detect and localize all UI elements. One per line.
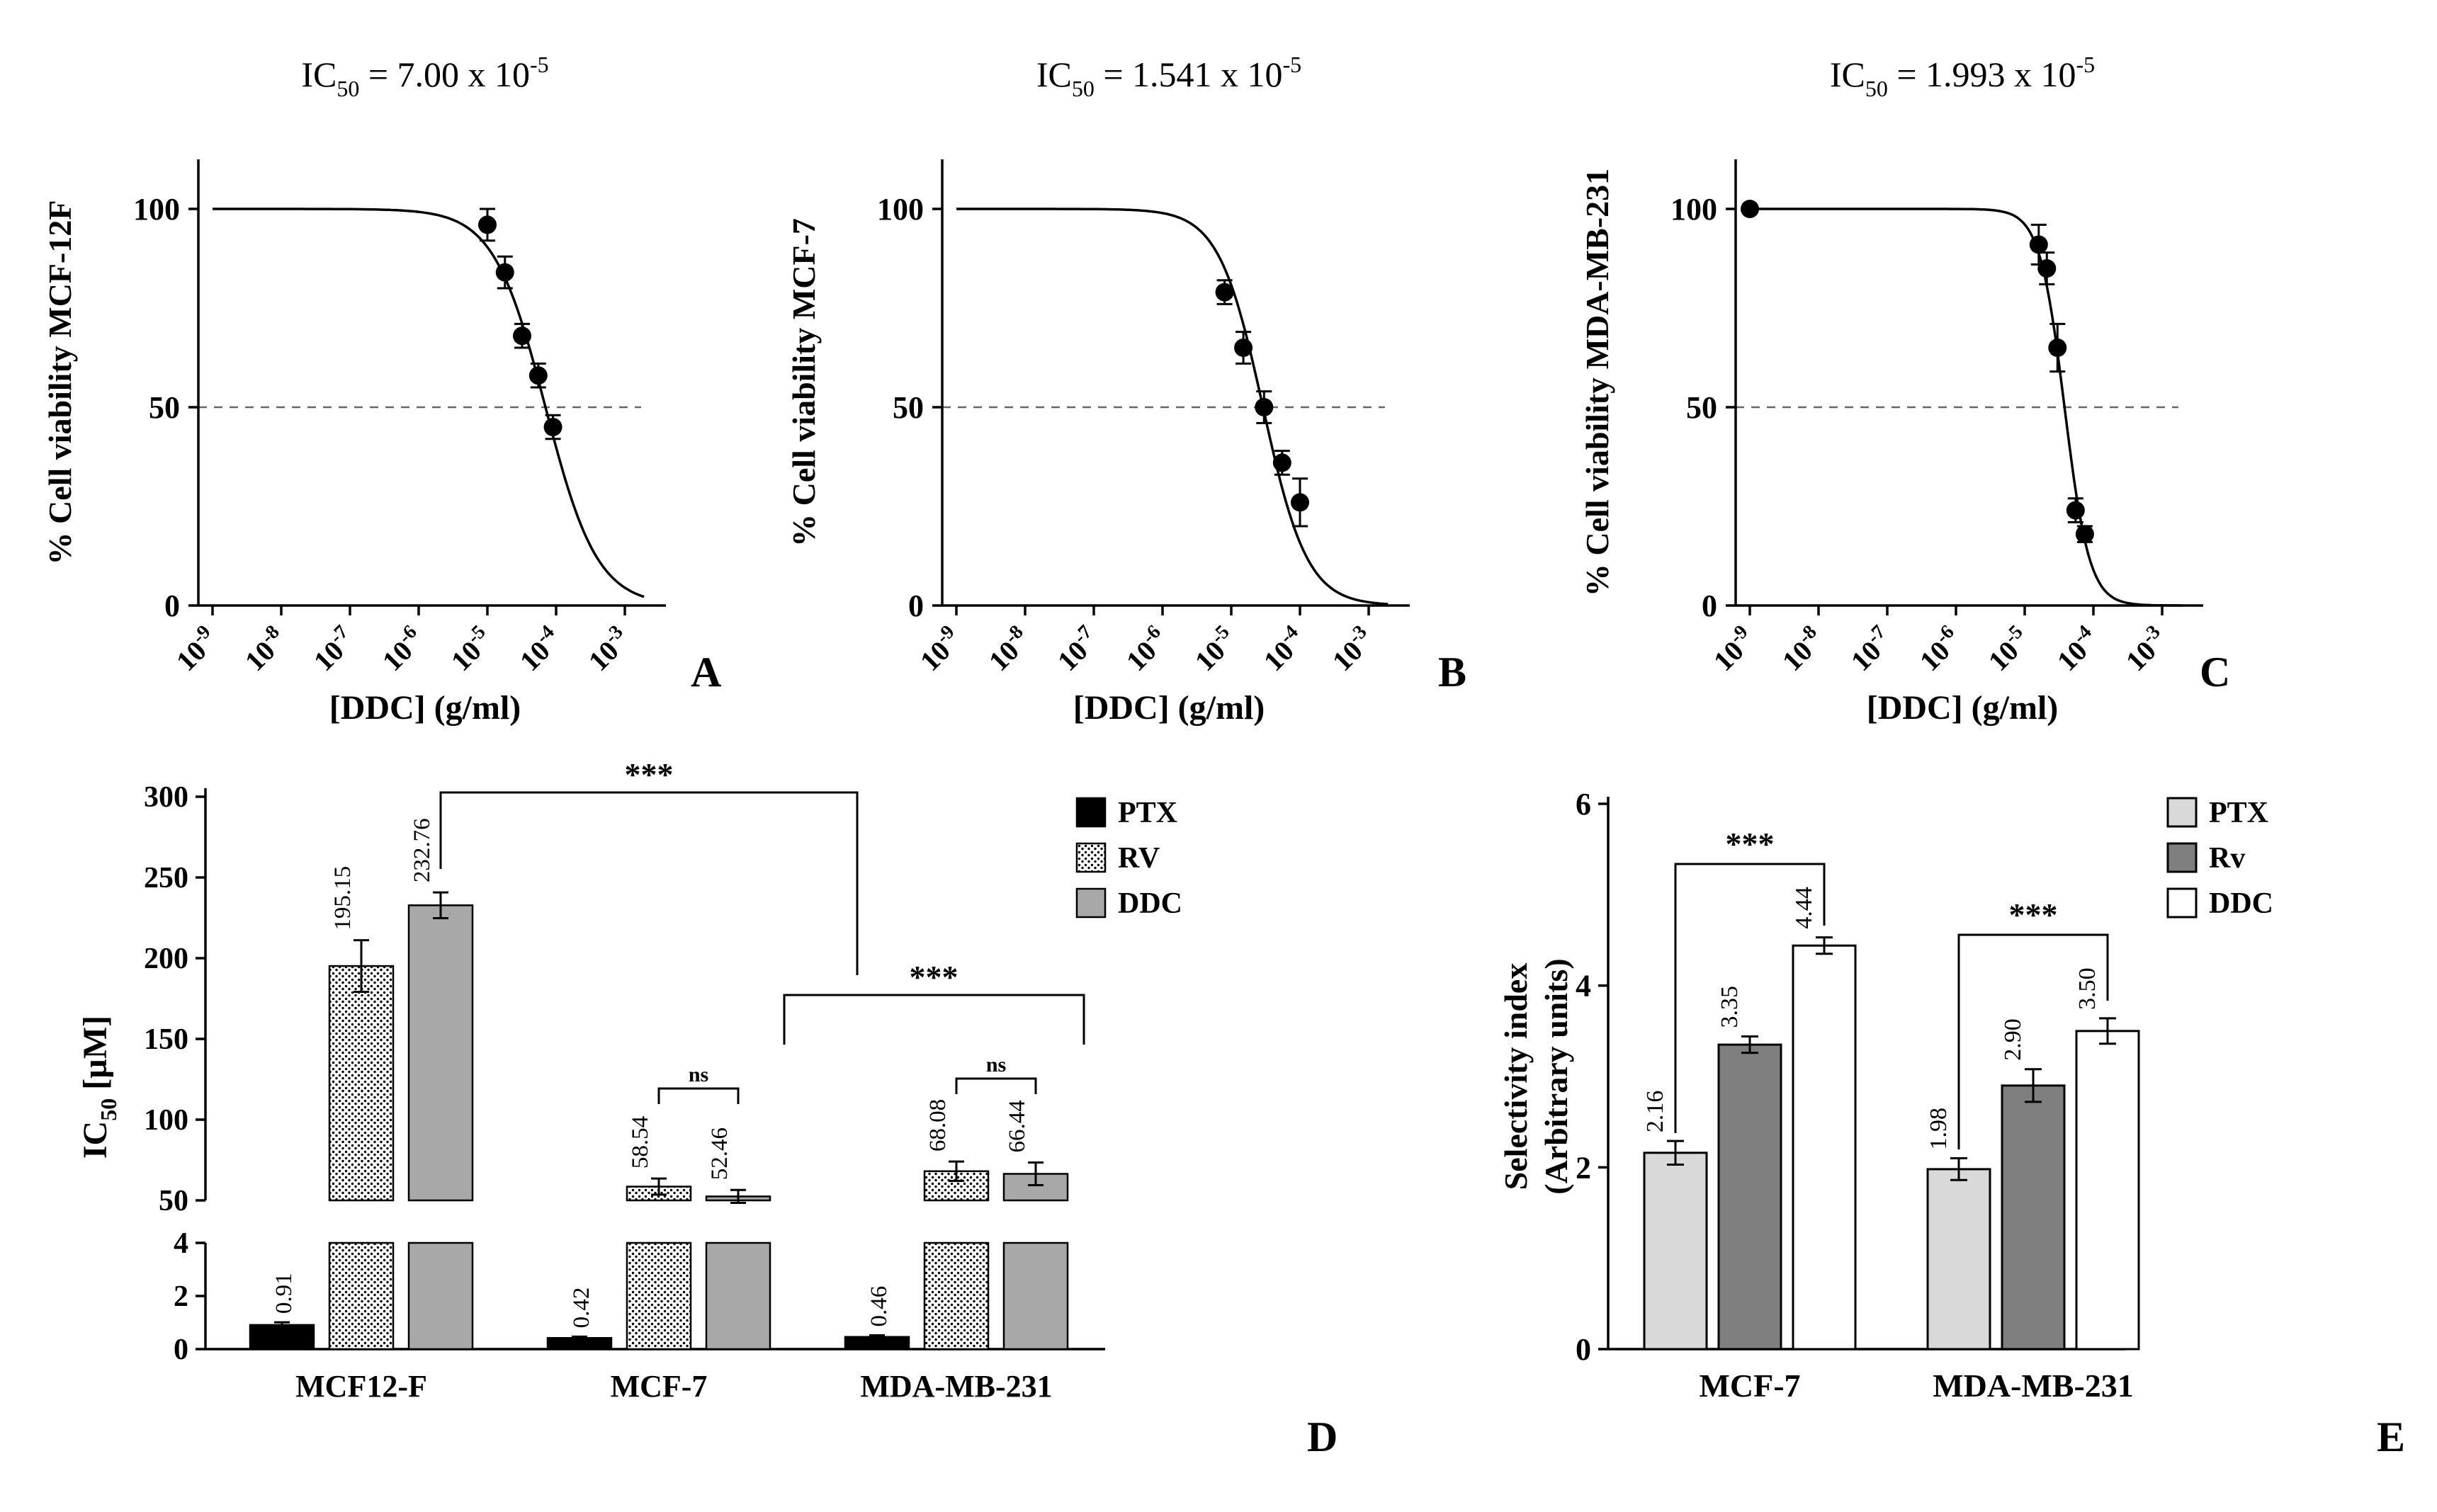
svg-text:(Arbitrary units): (Arbitrary units): [1538, 958, 1574, 1194]
svg-text:68.08: 68.08: [925, 1099, 951, 1152]
svg-text:100: 100: [1670, 192, 1717, 227]
svg-text:2: 2: [174, 1280, 188, 1313]
panel-b-label: B: [1438, 649, 1467, 695]
svg-text:0.42: 0.42: [569, 1288, 594, 1329]
svg-text:58.54: 58.54: [628, 1116, 653, 1169]
svg-text:300: 300: [144, 781, 188, 814]
svg-text:MCF12-F: MCF12-F: [295, 1369, 427, 1404]
svg-text:2.90: 2.90: [2000, 1018, 2026, 1061]
svg-text:4: 4: [174, 1227, 188, 1260]
svg-text:100: 100: [133, 192, 180, 227]
svg-text:10-9: 10-9: [1705, 621, 1761, 677]
panel-a-label: A: [691, 649, 722, 695]
svg-text:MDA-MB-231: MDA-MB-231: [1933, 1368, 2134, 1404]
svg-text:ns: ns: [986, 1053, 1006, 1076]
svg-text:10-5: 10-5: [1187, 621, 1243, 677]
svg-text:10-8: 10-8: [1774, 621, 1830, 677]
svg-text:0: 0: [164, 589, 180, 623]
svg-text:10-6: 10-6: [1911, 621, 1967, 677]
svg-text:0: 0: [174, 1334, 188, 1366]
svg-text:10-3: 10-3: [1324, 621, 1380, 677]
svg-text:10-7: 10-7: [1049, 621, 1105, 677]
svg-text:Rv: Rv: [2209, 842, 2245, 875]
svg-text:10-3: 10-3: [580, 621, 636, 677]
svg-text:250: 250: [144, 862, 188, 894]
svg-text:ns: ns: [689, 1063, 708, 1086]
svg-text:MCF-7: MCF-7: [611, 1369, 708, 1404]
svg-text:10-3: 10-3: [2117, 621, 2173, 677]
panel-b-dose-response-chart: IC50 = 1.541 x 10-5 0 50 100 10-9 10-8 10-7 10-…: [744, 7, 1537, 758]
panel-d-ic50-bar-chart: 50 100 150 200 250 300 0 2 4 0.91 0.42 0.46 195.15 58…: [0, 756, 1389, 1512]
svg-text:50: 50: [893, 390, 924, 425]
svg-text:DDC: DDC: [2209, 887, 2273, 920]
svg-text:232.76: 232.76: [409, 818, 435, 882]
svg-text:MCF-7: MCF-7: [1699, 1368, 1800, 1404]
svg-text:50: 50: [149, 390, 180, 425]
svg-text:% Cell viability MCF-12F: % Cell viability MCF-12F: [42, 200, 78, 565]
svg-text:0.46: 0.46: [866, 1286, 892, 1327]
panel-c-dose-response-chart: IC50 = 1.993 x 10-5 0 50 100 10-9 10-8 10-7 10-…: [1537, 7, 2437, 758]
svg-text:PTX: PTX: [2209, 797, 2268, 829]
svg-text:3.35: 3.35: [1717, 986, 1743, 1028]
panel-a-dose-response-chart: IC50 = 7.00 x 10-5 0 50 100 10-9 10-8 10-7 10-6…: [0, 7, 744, 758]
svg-text:0: 0: [1702, 589, 1717, 623]
svg-text:66.44: 66.44: [1005, 1100, 1030, 1152]
panel-d-label: D: [1307, 1414, 1338, 1460]
svg-text:10-8: 10-8: [237, 621, 293, 677]
svg-text:10-9: 10-9: [912, 621, 968, 677]
svg-text:10-9: 10-9: [168, 621, 224, 677]
svg-text:10-6: 10-6: [374, 621, 430, 677]
svg-text:50: 50: [1686, 390, 1717, 425]
svg-text:10-4: 10-4: [2049, 621, 2105, 677]
svg-text:10-8: 10-8: [980, 621, 1036, 677]
svg-text:4.44: 4.44: [1791, 887, 1817, 929]
svg-text:100: 100: [877, 192, 924, 227]
svg-text:***: ***: [1726, 826, 1775, 862]
svg-text:***: ***: [2009, 897, 2058, 933]
svg-text:2.16: 2.16: [1642, 1091, 1668, 1133]
svg-text:150: 150: [144, 1023, 188, 1056]
svg-text:[DDC] (g/ml): [DDC] (g/ml): [329, 689, 521, 727]
panel-e-label: E: [2377, 1414, 2406, 1460]
svg-text:10-7: 10-7: [1843, 621, 1899, 677]
svg-text:0.91: 0.91: [271, 1273, 297, 1314]
panel-c-label: C: [2200, 649, 2231, 695]
svg-text:MDA-MB-231: MDA-MB-231: [860, 1369, 1052, 1404]
svg-text:***: ***: [910, 959, 959, 995]
svg-text:10-4: 10-4: [511, 621, 567, 677]
svg-text:DDC: DDC: [1118, 887, 1182, 920]
svg-text:IC50 = 1.993 x 10-5: IC50 = 1.993 x 10-5: [1830, 52, 2095, 101]
svg-text:10-5: 10-5: [443, 621, 499, 677]
svg-text:100: 100: [144, 1104, 188, 1137]
panel-e-selectivity-bar-chart: 0 2 4 6 2.16 1.98 3.35 2.90 4.44 3.50 MCF-7 MDA-MB-…: [1488, 761, 2437, 1512]
svg-text:[DDC] (g/ml): [DDC] (g/ml): [1073, 689, 1265, 727]
svg-text:195.15: 195.15: [330, 866, 356, 931]
svg-text:10-4: 10-4: [1255, 621, 1311, 677]
svg-text:% Cell viability MDA-MB-231: % Cell viability MDA-MB-231: [1579, 169, 1615, 596]
svg-text:10-6: 10-6: [1118, 621, 1174, 677]
svg-text:10-7: 10-7: [305, 621, 361, 677]
svg-text:PTX: PTX: [1118, 797, 1177, 829]
svg-text:1.98: 1.98: [1926, 1108, 1952, 1150]
svg-text:52.46: 52.46: [707, 1127, 733, 1180]
svg-text:% Cell viability MCF-7: % Cell viability MCF-7: [786, 218, 822, 547]
svg-text:200: 200: [144, 943, 188, 975]
svg-text:4: 4: [1576, 969, 1591, 1004]
svg-text:10-5: 10-5: [1980, 621, 2036, 677]
svg-text:[DDC] (g/ml): [DDC] (g/ml): [1867, 689, 2059, 727]
svg-text:RV: RV: [1118, 842, 1160, 875]
svg-text:***: ***: [625, 761, 674, 792]
svg-text:6: 6: [1576, 787, 1591, 822]
svg-text:Selectivity index: Selectivity index: [1498, 963, 1534, 1190]
svg-text:IC50 = 7.00 x 10-5: IC50 = 7.00 x 10-5: [301, 52, 548, 101]
svg-text:2: 2: [1576, 1150, 1591, 1185]
svg-text:IC50 = 1.541 x 10-5: IC50 = 1.541 x 10-5: [1036, 52, 1301, 101]
svg-text:50: 50: [159, 1185, 188, 1217]
svg-text:0: 0: [1576, 1332, 1591, 1367]
svg-text:0: 0: [908, 589, 924, 623]
svg-text:3.50: 3.50: [2074, 967, 2100, 1010]
svg-text:IC50 [µM]: IC50 [µM]: [77, 1016, 121, 1159]
